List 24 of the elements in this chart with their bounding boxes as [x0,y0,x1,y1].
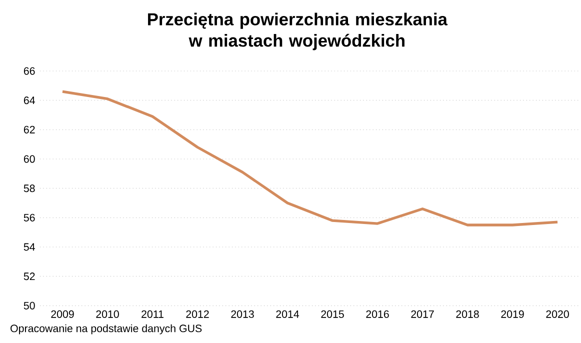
x-tick-label: 2017 [411,310,434,318]
y-tick-label: 60 [24,155,35,163]
y-tick-label: 64 [24,96,35,104]
y-tick-label: 52 [24,272,35,280]
x-tick-label: 2018 [456,310,479,318]
y-tick-label: 50 [24,302,35,310]
text: Opracowanie na podstawie danych GUS [10,324,202,334]
x-tick-label: 2019 [501,310,524,318]
line-series [61,90,559,226]
x-tick-label: 2010 [96,310,119,318]
y-tick-label: 54 [24,243,35,251]
x-tick-label: 2011 [142,310,164,318]
x-tick-label: 2009 [51,310,74,318]
x-tick-label: 2013 [231,310,254,318]
x-tick-label: 2014 [276,310,300,318]
y-tick-label: 56 [24,214,35,222]
x-tick-label: 2020 [546,310,569,318]
chart-title: Przeciętna powierzchnia mieszkania w miastach wojewódzkich [148,12,448,50]
x-tick-label: 2012 [186,310,209,318]
x-tick-label: 2015 [321,310,344,318]
x-tick-label: 2016 [366,310,389,318]
y-tick-label: 62 [24,126,35,134]
y-tick-label: 66 [24,67,35,75]
y-tick-label: 58 [24,184,35,192]
